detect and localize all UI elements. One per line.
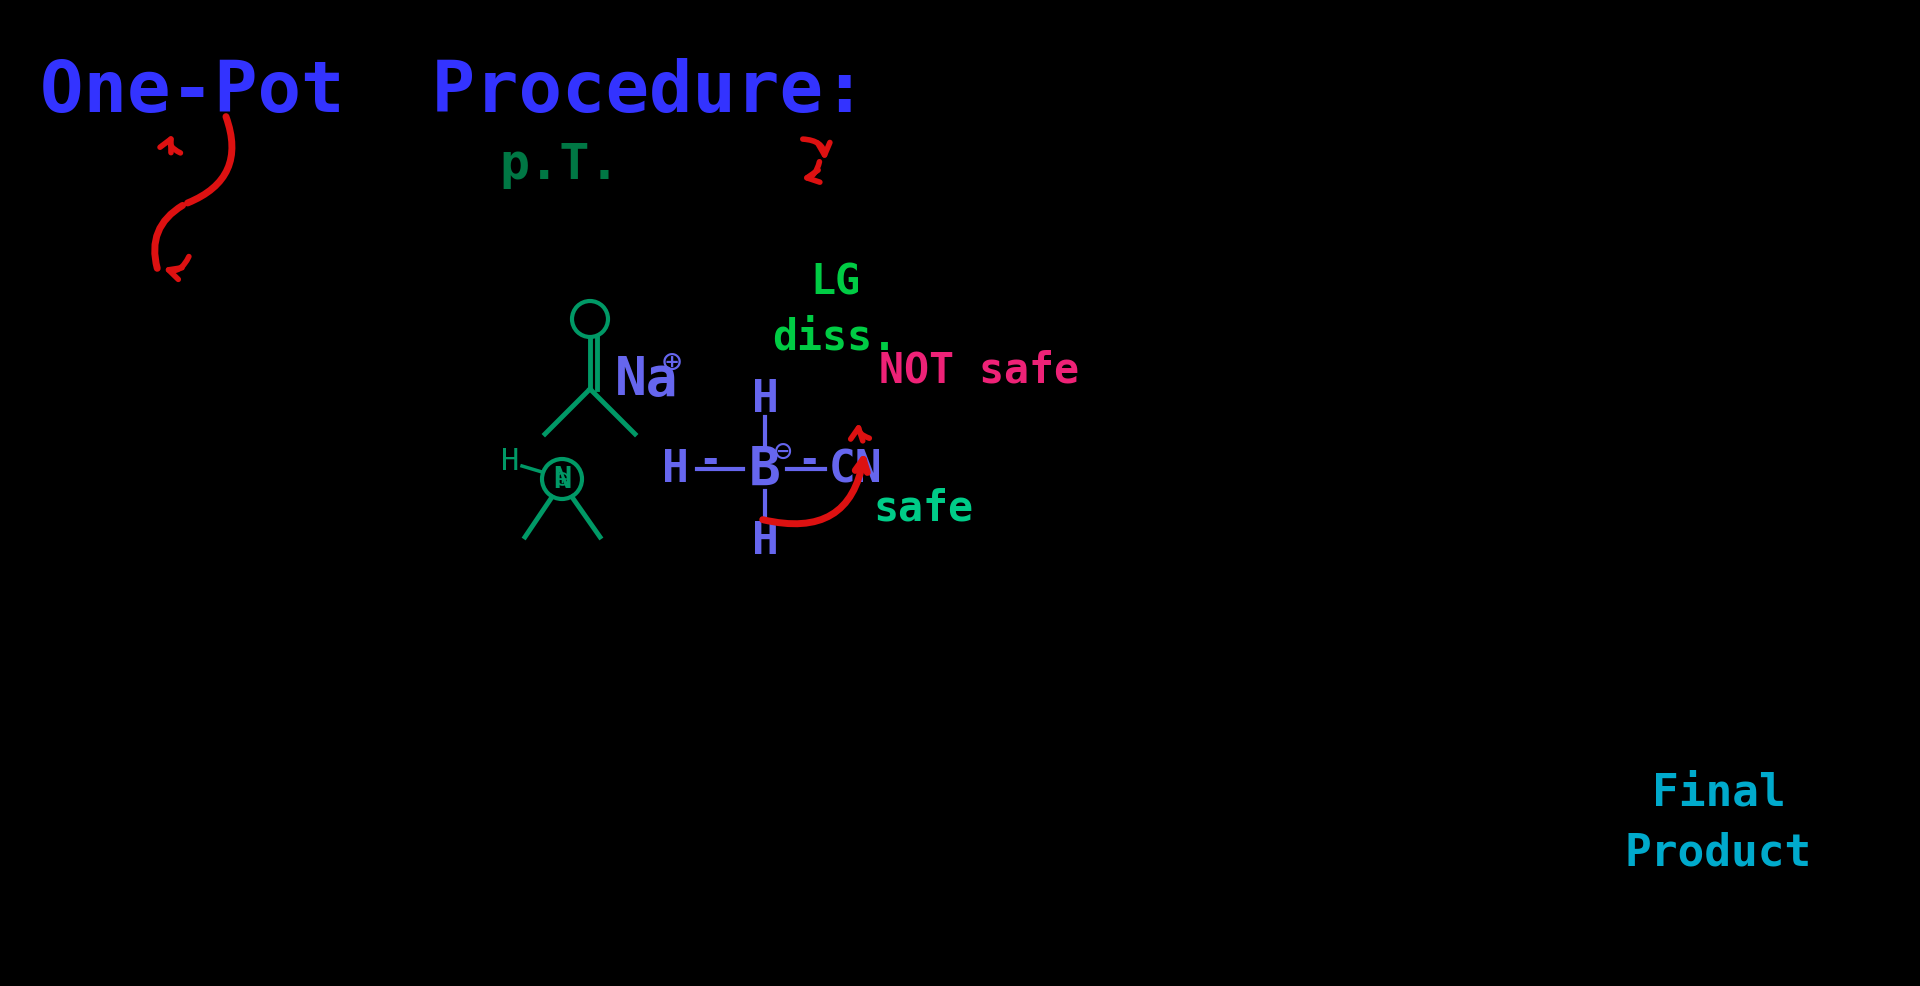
Text: H: H [501, 447, 518, 476]
Text: ⊕: ⊕ [662, 345, 682, 378]
Text: NOT safe: NOT safe [879, 349, 1079, 390]
FancyArrowPatch shape [851, 429, 870, 442]
Text: CN: CN [828, 448, 881, 491]
Text: ⊖: ⊖ [774, 437, 793, 466]
FancyArrowPatch shape [188, 117, 232, 204]
Text: H: H [751, 378, 778, 421]
Text: -: - [797, 443, 820, 480]
Text: One-Pot  Procedure:: One-Pot Procedure: [40, 58, 866, 127]
FancyArrowPatch shape [762, 459, 868, 525]
FancyArrowPatch shape [169, 257, 188, 280]
Text: H: H [751, 520, 778, 563]
Text: N: N [553, 465, 570, 494]
Text: Na: Na [614, 354, 678, 405]
FancyArrowPatch shape [806, 163, 820, 183]
Text: LG
diss.: LG diss. [772, 261, 897, 358]
Text: ⊕: ⊕ [555, 467, 570, 491]
Text: safe: safe [874, 487, 973, 528]
FancyArrowPatch shape [159, 140, 180, 154]
FancyArrowPatch shape [156, 206, 182, 269]
Text: -: - [699, 443, 722, 480]
FancyArrowPatch shape [803, 140, 829, 156]
Text: p.T.: p.T. [499, 141, 620, 188]
Text: B: B [749, 444, 781, 496]
Text: H: H [662, 448, 689, 491]
Text: Final
Product: Final Product [1624, 771, 1812, 875]
